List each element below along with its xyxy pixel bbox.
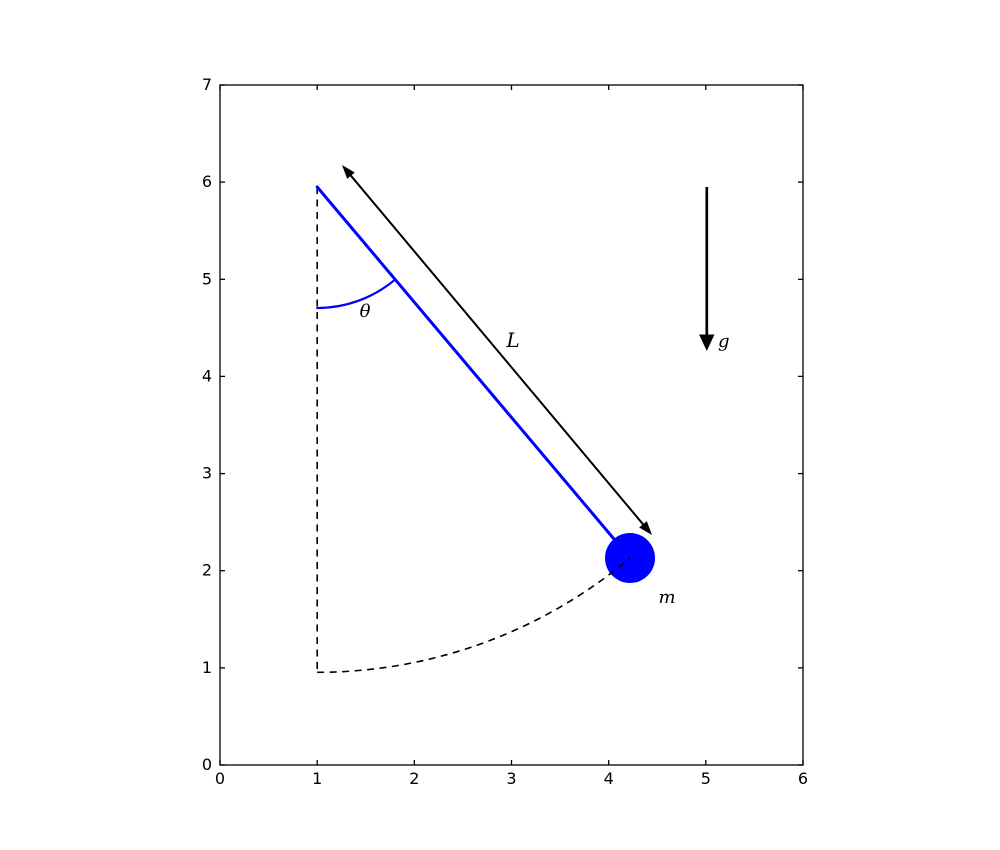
theta-label: θ: [360, 301, 371, 322]
y-tick-label: 6: [202, 172, 212, 191]
y-tick-label: 7: [202, 75, 212, 94]
y-tick-label: 3: [202, 464, 212, 483]
gravity-label: g: [718, 331, 730, 352]
y-tick-label: 2: [202, 561, 212, 580]
x-tick-label: 5: [701, 769, 711, 788]
x-tick-label: 4: [604, 769, 614, 788]
length-arrowhead-top: [342, 165, 355, 179]
x-ticks-top: [219, 85, 804, 90]
gravity-arrow: [699, 187, 715, 351]
axes-frame: [219, 84, 804, 766]
y-tick-labels: 0 1 2 3 4 5 6 7: [202, 75, 212, 774]
y-tick-label: 0: [202, 755, 212, 774]
length-arrow: [342, 165, 652, 535]
x-tick-label: 1: [312, 769, 322, 788]
length-arrow-shaft: [347, 171, 647, 529]
x-tick-label: 6: [798, 769, 808, 788]
x-tick-labels: 0 1 2 3 4 5 6: [215, 769, 808, 788]
y-ticks-left: [220, 84, 225, 766]
y-tick-label: 1: [202, 658, 212, 677]
length-arrowhead-bottom: [639, 521, 652, 535]
x-tick-label: 2: [409, 769, 419, 788]
mass-label: m: [658, 587, 675, 608]
pendulum-rod: [315, 185, 632, 560]
x-tick-label: 0: [215, 769, 225, 788]
x-ticks-bottom: [219, 760, 804, 765]
x-tick-label: 3: [506, 769, 516, 788]
gravity-arrowhead: [699, 334, 715, 351]
length-label: L: [505, 328, 519, 352]
y-tick-label: 4: [202, 366, 212, 385]
y-ticks-right: [798, 84, 803, 766]
angle-arc: [316, 278, 397, 310]
y-tick-label: 5: [202, 269, 212, 288]
